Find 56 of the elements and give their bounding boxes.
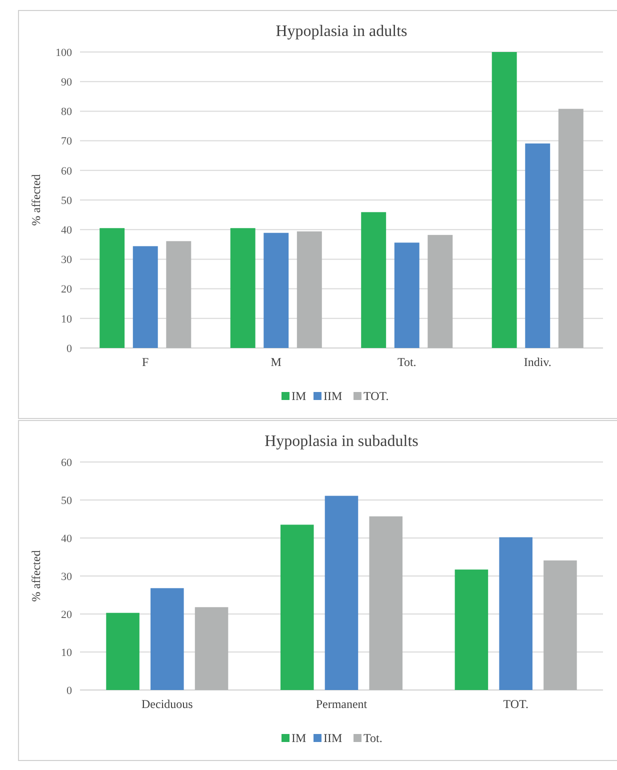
x-tick-label: Tot. [397,355,416,369]
y-tick-label: 40 [61,532,72,545]
legend-label: IM [292,731,306,745]
bar [106,612,140,690]
bar [361,212,386,348]
y-tick-label: 0 [66,342,72,355]
bar [296,231,322,348]
y-tick-label: 10 [61,313,72,326]
bar [324,496,358,690]
bar [264,232,289,348]
bar [280,524,314,690]
bar [150,588,184,690]
y-tick-label: 60 [61,456,72,469]
bar [544,560,577,690]
y-axis-title: % affected [29,550,43,602]
x-tick-label: TOT. [503,697,528,711]
x-tick-label: Deciduous [142,697,194,711]
bar [428,234,453,348]
y-tick-label: 30 [61,254,72,266]
bar [525,143,550,348]
bar [454,570,488,690]
y-tick-label: 50 [61,494,72,507]
y-tick-label: 60 [61,165,72,178]
x-tick-label: M [270,355,282,369]
legend-label: IIM [324,731,342,745]
legend-label: IIM [324,389,342,403]
x-tick-label: Permanent [316,697,368,711]
bar [558,108,584,348]
y-tick-label: 40 [61,224,72,236]
bar [100,228,125,348]
legend-label: Tot. [364,731,382,745]
legend-label: TOT. [364,389,389,403]
y-tick-label: 70 [61,136,72,148]
chart-title: Hypoplasia in subadults [264,433,418,450]
y-tick-label: 90 [61,76,72,88]
y-tick-label: 80 [61,106,72,118]
bar [369,516,403,690]
y-axis-title: % affected [29,174,43,226]
y-tick-label: 100 [56,46,72,59]
chart-title: Hypoplasia in adults [276,23,408,40]
bar [499,537,532,690]
legend-label: IM [292,389,306,403]
x-tick-label: F [142,355,150,369]
bar [194,607,228,690]
bar [132,246,158,348]
y-tick-label: 0 [66,684,72,697]
y-tick-label: 20 [61,608,72,621]
y-tick-label: 50 [61,194,72,207]
y-tick-label: 30 [61,570,72,583]
y-tick-label: 20 [61,284,72,296]
bar [166,241,192,348]
bar [492,52,517,348]
bar [230,228,256,348]
x-tick-label: Indiv. [524,355,552,369]
bar [394,242,420,348]
y-tick-label: 10 [61,646,72,659]
